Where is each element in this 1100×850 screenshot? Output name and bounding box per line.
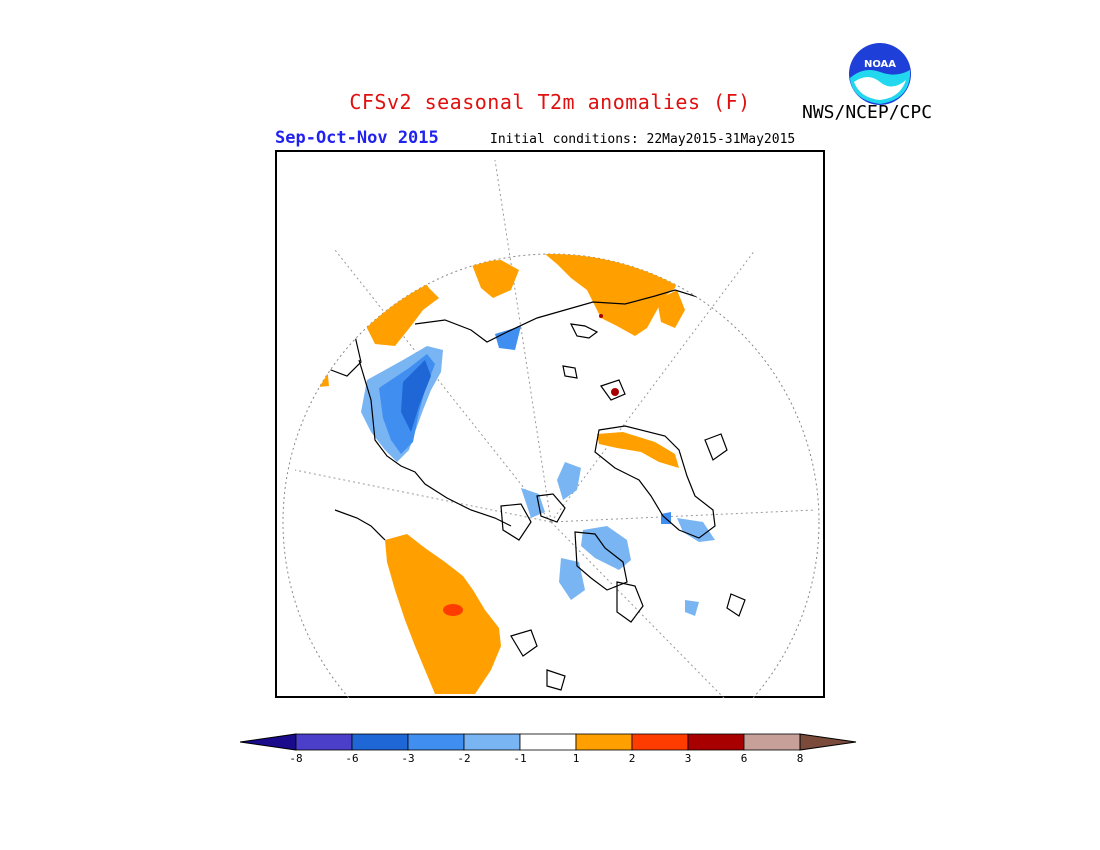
- agency-label: NWS/NCEP/CPC: [802, 102, 933, 123]
- legend-swatch: [351, 733, 409, 751]
- legend-tick-label: -3: [401, 752, 414, 765]
- legend-tick-label: -8: [289, 752, 302, 765]
- legend-swatch: [519, 733, 577, 751]
- cool-region-hudson: [559, 558, 585, 600]
- polar-map: [275, 150, 825, 698]
- legend-swatch: [575, 733, 633, 751]
- legend-swatches: [240, 733, 857, 751]
- warm-region-western-na: [385, 534, 501, 694]
- warm-region-siberia: [545, 254, 693, 336]
- outer-latitude-circle: [282, 253, 820, 698]
- legend-arrow-high: [799, 733, 857, 751]
- legend-tick-label: 3: [685, 752, 692, 765]
- cool-region-central-asia-dark: [401, 360, 431, 432]
- legend-tick-label: -1: [513, 752, 526, 765]
- initial-conditions-label: Initial conditions: 22May2015-31May2015: [490, 132, 796, 147]
- warm-region-east-europe: [471, 260, 519, 298]
- noaa-logo-icon: NOAA: [849, 43, 911, 105]
- chart-title: CFSv2 seasonal T2m anomalies (F): [349, 90, 751, 114]
- legend-arrow-low: [240, 733, 297, 751]
- legend-tick-label: 8: [797, 752, 804, 765]
- legend-tick-label: -2: [457, 752, 470, 765]
- legend-swatch: [743, 733, 801, 751]
- legend-tick-label: 1: [573, 752, 580, 765]
- legend-colorbar: -8 -6 -3 -2 -1 1 2 3 6 8: [240, 733, 857, 765]
- season-label: Sep-Oct-Nov 2015: [275, 128, 439, 148]
- cool-region-quebec: [685, 600, 699, 616]
- legend-tick-label: 2: [629, 752, 636, 765]
- warm-region-asia-east: [657, 290, 685, 328]
- map-border: [275, 150, 825, 698]
- legend-tick-label: 6: [741, 752, 748, 765]
- legend-swatch: [687, 733, 745, 751]
- meridian-lines: [294, 159, 816, 698]
- cool-region-canada-1: [557, 462, 581, 500]
- legend-swatch: [631, 733, 689, 751]
- legend-tick-label: -6: [345, 752, 358, 765]
- legend-swatch: [407, 733, 465, 751]
- warm-region-arctic-coast: [597, 432, 679, 468]
- hot-spots: [443, 314, 619, 616]
- logo-text: NOAA: [864, 59, 896, 70]
- cool-region-labrador: [677, 518, 715, 542]
- legend-swatch: [463, 733, 521, 751]
- legend-tick-labels: -8 -6 -3 -2 -1 1 2 3 6 8: [289, 752, 803, 765]
- legend-swatch: [295, 733, 353, 751]
- cool-region-alaska: [495, 326, 521, 350]
